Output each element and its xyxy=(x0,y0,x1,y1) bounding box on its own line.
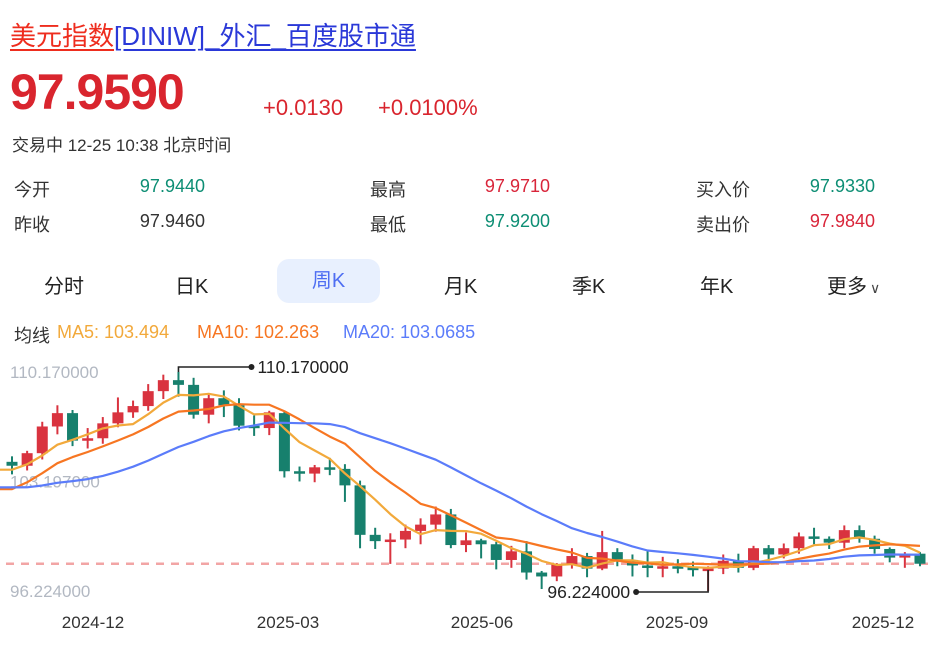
x-axis-labels: 2024-12 2025-03 2025-06 2025-09 2025-12 xyxy=(62,613,914,632)
tab-daily[interactable]: 日K xyxy=(175,276,209,298)
price-change-percent: +0.0100% xyxy=(378,95,478,120)
tab-more[interactable]: 更多 ∨ xyxy=(827,270,880,299)
tab-quarterly[interactable]: 季K xyxy=(572,276,606,298)
trading-status: 交易中 12-25 10:38 北京时间 xyxy=(12,136,232,155)
field-value: 97.9460 xyxy=(139,211,205,231)
svg-text:2025-12: 2025-12 xyxy=(852,613,914,632)
ma-lines xyxy=(0,392,921,569)
ma20-legend: MA20: 103.0685 xyxy=(343,322,476,342)
svg-text:110.170000: 110.170000 xyxy=(257,357,348,377)
field-label: 昨收 xyxy=(14,215,50,235)
svg-text:2025-06: 2025-06 xyxy=(451,613,513,632)
svg-text:96.224000: 96.224000 xyxy=(547,582,630,602)
tab-yearly[interactable]: 年K xyxy=(700,276,734,298)
field-value: 97.9840 xyxy=(809,211,875,231)
annotations: 110.170000 96.224000 xyxy=(177,357,709,602)
field-label: 最高 xyxy=(370,180,406,200)
quote-field-ask: 卖出价 97.9840 xyxy=(696,211,875,237)
svg-text:2024-12: 2024-12 xyxy=(62,613,124,632)
quote-field-open: 今开 97.9440 xyxy=(14,176,205,202)
chevron-down-icon: ∨ xyxy=(870,280,881,296)
field-label: 最低 xyxy=(370,215,406,235)
svg-text:96.224000: 96.224000 xyxy=(10,582,90,601)
price-change: +0.0130 xyxy=(263,95,344,120)
y-axis-labels: 110.170000 103.197000 96.224000 xyxy=(10,363,100,601)
field-label: 卖出价 xyxy=(696,215,750,235)
svg-text:110.170000: 110.170000 xyxy=(10,363,99,382)
svg-text:2025-09: 2025-09 xyxy=(646,613,708,632)
tab-weekly[interactable]: 周K xyxy=(277,259,380,303)
svg-text:2025-03: 2025-03 xyxy=(257,613,319,632)
quote-field-high: 最高 97.9710 xyxy=(370,176,550,202)
svg-text:103.197000: 103.197000 xyxy=(10,472,100,491)
field-value: 97.9440 xyxy=(139,176,205,196)
quote-field-prev-close: 昨收 97.9460 xyxy=(14,211,205,237)
ma5-legend: MA5: 103.494 xyxy=(57,322,170,342)
quote-field-low: 最低 97.9200 xyxy=(370,211,550,237)
page-title-link[interactable]: 美元指数[DINIW]_外汇_百度股市通 xyxy=(10,16,416,53)
field-label: 买入价 xyxy=(696,180,750,200)
tab-minute[interactable]: 分时 xyxy=(44,276,84,298)
tab-more-label: 更多 xyxy=(827,276,867,298)
candles xyxy=(6,371,926,591)
ma10-legend: MA10: 102.263 xyxy=(197,322,320,342)
tab-monthly[interactable]: 月K xyxy=(444,276,478,298)
title-suffix: [DINIW]_外汇_百度股市通 xyxy=(114,21,416,51)
field-label: 今开 xyxy=(14,180,50,200)
quote-field-bid: 买入价 97.9330 xyxy=(696,176,875,202)
ma-legend-title: 均线 xyxy=(14,326,50,346)
current-price: 97.9590 xyxy=(10,64,185,120)
field-value: 97.9710 xyxy=(484,176,550,196)
stock-name: 美元指数 xyxy=(10,21,115,51)
candlestick-chart[interactable]: 110.170000 103.197000 96.224000 110.170000 9… xyxy=(0,352,945,651)
field-value: 97.9330 xyxy=(809,176,875,196)
field-value: 97.9200 xyxy=(484,211,550,231)
